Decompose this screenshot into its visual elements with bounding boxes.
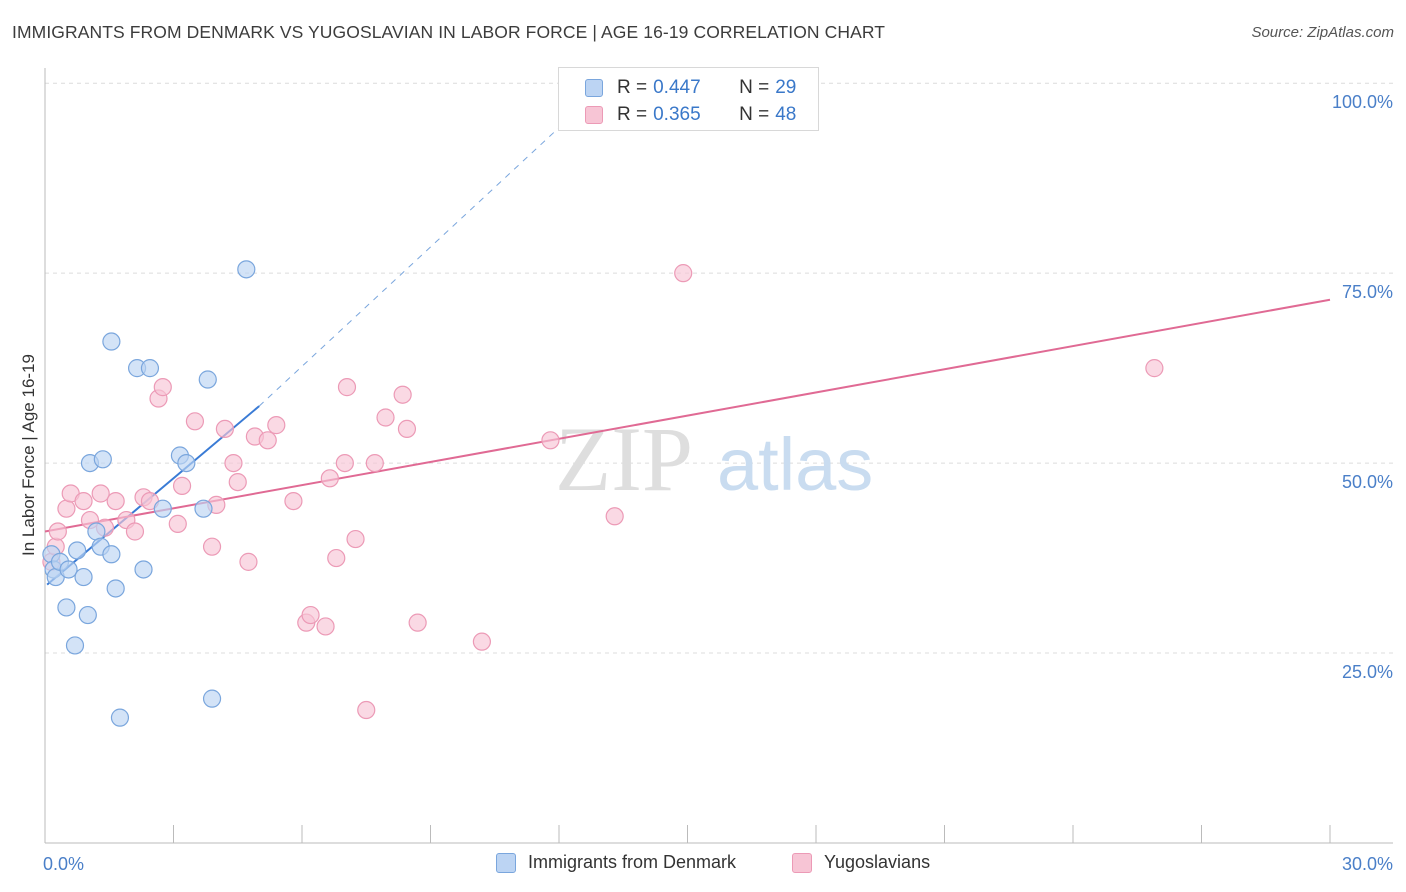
denmark-point (65, 636, 85, 655)
tick-labels: 25.0% 50.0% 75.0% 100.0% 0.0% 30.0% (43, 92, 1393, 874)
yugoslavians-point (1145, 359, 1164, 378)
watermark: ZIP atlas (555, 408, 873, 510)
denmark-point (110, 708, 130, 727)
denmark-point (198, 370, 217, 389)
y-tick-label: 25.0% (1342, 662, 1393, 682)
denmark-point (68, 541, 87, 560)
yugoslavians-point (327, 548, 346, 568)
y-tick-label: 75.0% (1342, 282, 1393, 302)
legend-swatch-yugoslavians (585, 106, 603, 124)
yugoslavians-point (224, 453, 243, 473)
yugoslavians-point (337, 378, 357, 397)
y-tick-label: 100.0% (1332, 92, 1393, 112)
legend-row-yugoslavians: R = 0.365 N = 48 (585, 103, 796, 127)
denmark-point (93, 450, 112, 469)
yugoslavians-point (168, 514, 187, 533)
denmark-point (237, 260, 256, 279)
denmark-point (59, 560, 78, 579)
yugoslavians-point (91, 484, 110, 503)
denmark-point (87, 522, 106, 541)
chart-title: IMMIGRANTS FROM DENMARK VS YUGOSLAVIAN I… (12, 22, 886, 42)
yugoslavians-point (408, 613, 427, 632)
yugoslavians-point (106, 491, 125, 511)
legend-r-value: 0.365 (653, 104, 701, 125)
x-tick-label: 0.0% (43, 854, 84, 874)
yugoslavians-trend-line (44, 298, 1331, 533)
yugoslavians-point (357, 700, 376, 720)
yugoslavians-point (674, 264, 693, 283)
x-tick-label: 30.0% (1342, 854, 1393, 874)
yugoslavians-point (153, 378, 172, 397)
legend-r-label: R = (617, 104, 648, 125)
yugoslavians-point (284, 491, 303, 511)
denmark-point (102, 545, 121, 564)
yugoslavians-point (541, 431, 560, 450)
yugoslavians-point (185, 412, 205, 431)
yugoslavians-point (215, 419, 234, 439)
denmark-point (194, 499, 213, 518)
gridlines (45, 82, 1393, 654)
yugoslavians-point (335, 453, 354, 473)
yugoslavians-point (258, 431, 277, 450)
legend-label-denmark: Immigrants from Denmark (528, 852, 737, 872)
yugoslavians-point (172, 476, 192, 495)
yugoslavians-point (320, 469, 339, 488)
legend-r-label: R = (617, 77, 648, 98)
yugoslavians-point (202, 537, 222, 556)
source-label: Source: ZipAtlas.com (1251, 24, 1394, 41)
legend-n-value: 48 (775, 104, 797, 125)
axes (44, 68, 1393, 844)
yugoslavians-point (57, 499, 76, 518)
legend-item-yugoslavians[interactable]: Yugoslavians (792, 852, 930, 873)
legend-label-yugoslavians: Yugoslavians (824, 852, 931, 872)
yugoslavians-point (397, 419, 417, 439)
yugoslavians-point (301, 605, 320, 625)
legend-swatch-denmark (585, 79, 603, 97)
watermark-zip: ZIP (555, 408, 693, 510)
y-tick-label: 50.0% (1342, 472, 1393, 492)
legend-r-value: 0.447 (653, 77, 701, 98)
denmark-point (153, 499, 172, 518)
yugoslavians-point (605, 507, 624, 526)
yugoslavians-point (74, 491, 93, 511)
yugoslavians-point (365, 453, 384, 473)
yugoslavians-point (239, 552, 258, 571)
denmark-point (202, 689, 222, 708)
denmark-point (134, 560, 153, 579)
yugoslavians-point (393, 385, 412, 404)
legend-swatch-yugoslavians (792, 852, 812, 873)
yugoslavians-point (228, 472, 247, 492)
denmark-point (74, 567, 93, 587)
legend-n-value: 29 (775, 77, 797, 98)
correlation-legend: R = 0.447 N = 29 R = 0.365 N = 48 (558, 67, 819, 131)
legend-n-label: N = (739, 104, 770, 125)
denmark-point (177, 453, 196, 473)
denmark-point (106, 579, 125, 598)
series-legend: Immigrants from Denmark Yugoslavians (0, 852, 1406, 878)
watermark-atlas: atlas (717, 423, 873, 506)
yugoslavians-point (376, 408, 395, 427)
y-axis-label: In Labor Force | Age 16-19 (19, 354, 38, 556)
legend-swatch-denmark (496, 852, 516, 873)
denmark-point (78, 605, 97, 625)
yugoslavians-point (346, 529, 365, 549)
yugoslavians-point (48, 522, 67, 541)
legend-n-label: N = (739, 77, 770, 98)
yugoslavians-point (267, 416, 286, 435)
denmark-point (140, 359, 160, 378)
yugoslavians-point (472, 632, 491, 651)
denmark-point (102, 332, 121, 351)
denmark-point (57, 598, 76, 617)
data-points (42, 260, 1164, 727)
yugoslavians-point (316, 617, 335, 636)
legend-item-denmark[interactable]: Immigrants from Denmark (496, 852, 736, 873)
yugoslavians-point (125, 522, 145, 541)
legend-row-denmark: R = 0.447 N = 29 (585, 76, 796, 100)
